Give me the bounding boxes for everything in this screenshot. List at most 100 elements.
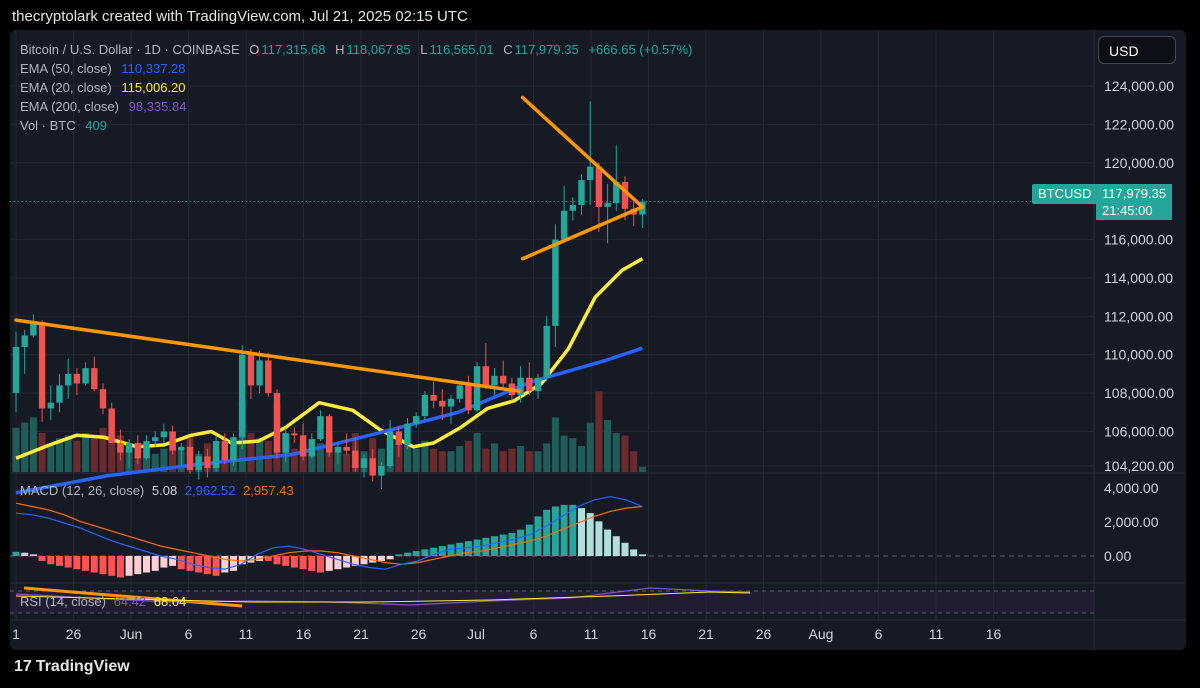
ema50-label[interactable]: EMA (50, close) <box>20 61 112 76</box>
ema20-label[interactable]: EMA (20, close) <box>20 80 112 95</box>
brand-name: TradingView <box>35 658 130 675</box>
volume-bar <box>447 451 455 472</box>
candle-body <box>413 416 420 424</box>
ema200-label[interactable]: EMA (200, close) <box>20 99 119 114</box>
macd-histogram-bar <box>125 556 133 576</box>
macd-histogram-bar <box>264 556 272 561</box>
macd-histogram-bar <box>212 556 220 576</box>
volume-bar <box>99 427 107 472</box>
tradingview-logo: 17 <box>14 658 32 675</box>
low-value: 116,565.01 <box>429 42 494 57</box>
macd-histogram-bar <box>334 556 342 570</box>
macd-histogram-bar <box>99 556 107 575</box>
volume-bar <box>525 451 533 472</box>
volume-bar <box>534 451 542 472</box>
macd-histogram-bar <box>108 556 116 576</box>
macd-histogram-bar <box>160 556 168 568</box>
volume-bar <box>377 448 385 472</box>
y-tick-label: 114,000.00 <box>1104 270 1173 286</box>
macd-histogram-bar <box>116 556 124 578</box>
macd-histogram-bar <box>64 556 72 568</box>
tradingview-brand[interactable]: 17 TradingView <box>14 658 130 676</box>
candle-body <box>613 181 620 204</box>
macd-label[interactable]: MACD (12, 26, close) <box>20 483 145 498</box>
macd-histogram-bar <box>317 556 324 573</box>
volume-bar <box>343 453 351 472</box>
macd-histogram-bar <box>456 542 464 556</box>
candle-body <box>204 456 211 468</box>
macd-legend: MACD (12, 26, close) 5.08 2,962.52 2,957… <box>20 483 294 498</box>
x-tick-label: Jul <box>467 626 485 642</box>
volume-bar <box>82 433 90 472</box>
macd-histogram-bar <box>377 556 385 561</box>
candle-body <box>143 441 150 459</box>
candle-body <box>56 385 63 403</box>
macd-histogram-bar <box>630 549 638 556</box>
y-tick-label: 122,000.00 <box>1104 116 1174 132</box>
volume-bar <box>47 443 55 472</box>
rsi-label[interactable]: RSI (14, close) <box>20 594 106 609</box>
high-value: 118,067.85 <box>346 42 411 57</box>
volume-bar <box>578 446 585 472</box>
macd-histogram-bar <box>143 556 150 573</box>
rsi-legend: RSI (14, close) 64.42 68.04 <box>20 594 186 609</box>
volume-bar <box>29 417 37 472</box>
candle-body <box>134 442 141 459</box>
candle-body <box>291 433 298 436</box>
currency-button[interactable]: USD <box>1098 36 1176 64</box>
macd-histogram-bar <box>586 513 594 556</box>
volume-bar <box>499 451 507 472</box>
x-tick-label: 21 <box>698 626 714 642</box>
y-tick-label: 124,000.00 <box>1104 78 1174 94</box>
ema20-value: 115,006.20 <box>121 80 186 95</box>
chart-area[interactable]: 124,000.00 122,000.00 120,000.00 116,000.00… <box>10 30 1186 650</box>
y-tick-label: 120,000.00 <box>1104 155 1174 171</box>
candle-body <box>500 375 507 384</box>
macd-histogram-bar <box>447 544 455 556</box>
volume-bar <box>595 391 603 472</box>
candle-body <box>404 423 411 445</box>
x-tick-label: 11 <box>929 626 944 642</box>
macd-histogram-bar <box>247 556 255 563</box>
candle-body <box>587 166 594 181</box>
volume-bar <box>108 414 116 472</box>
volume-bar <box>64 435 72 472</box>
price-tag-price: 117,979.35 <box>1102 186 1167 201</box>
volume-bar <box>508 448 516 472</box>
candle-body <box>282 433 289 453</box>
macd-signal-value: 2,957.43 <box>243 483 294 498</box>
x-tick-label: 26 <box>66 626 82 642</box>
candle-body <box>108 408 115 443</box>
volume-bar <box>438 451 446 472</box>
price-tag-time: 21:45:00 <box>1102 203 1153 218</box>
ema200-value: 98,335.84 <box>128 99 187 114</box>
chart-canvas[interactable]: 124,000.00 122,000.00 120,000.00 116,000.00… <box>10 30 1186 650</box>
symbol-label[interactable]: Bitcoin / U.S. Dollar · 1D · COINBASE <box>20 42 240 57</box>
volume-bar <box>151 453 159 472</box>
candle-body <box>38 322 46 409</box>
volume-bar <box>256 438 264 472</box>
volume-bar <box>21 422 29 472</box>
candle-body <box>195 456 202 470</box>
candle-body <box>239 354 246 438</box>
macd-histogram-bar <box>221 556 229 573</box>
candle-body <box>526 377 533 392</box>
macd-histogram-bar <box>47 556 55 565</box>
x-tick-label: 1 <box>12 626 20 642</box>
macd-histogram-bar <box>273 556 281 565</box>
macd-histogram-bar <box>595 521 603 556</box>
y-tick-label: 104,200.00 <box>1104 458 1174 474</box>
candle-body <box>99 389 107 409</box>
candle-body <box>125 442 133 453</box>
macd-histogram-bar <box>621 542 629 556</box>
macd-histogram-bar <box>308 556 316 571</box>
macd-histogram-bar <box>578 508 585 556</box>
volume-bar <box>12 427 20 472</box>
volume-bar <box>160 448 168 472</box>
macd-histogram-bar <box>177 556 185 570</box>
volume-bar <box>543 443 551 472</box>
ema50-line <box>15 346 643 495</box>
volume-label[interactable]: Vol · BTC <box>20 118 76 133</box>
macd-histogram-bar <box>491 536 498 556</box>
